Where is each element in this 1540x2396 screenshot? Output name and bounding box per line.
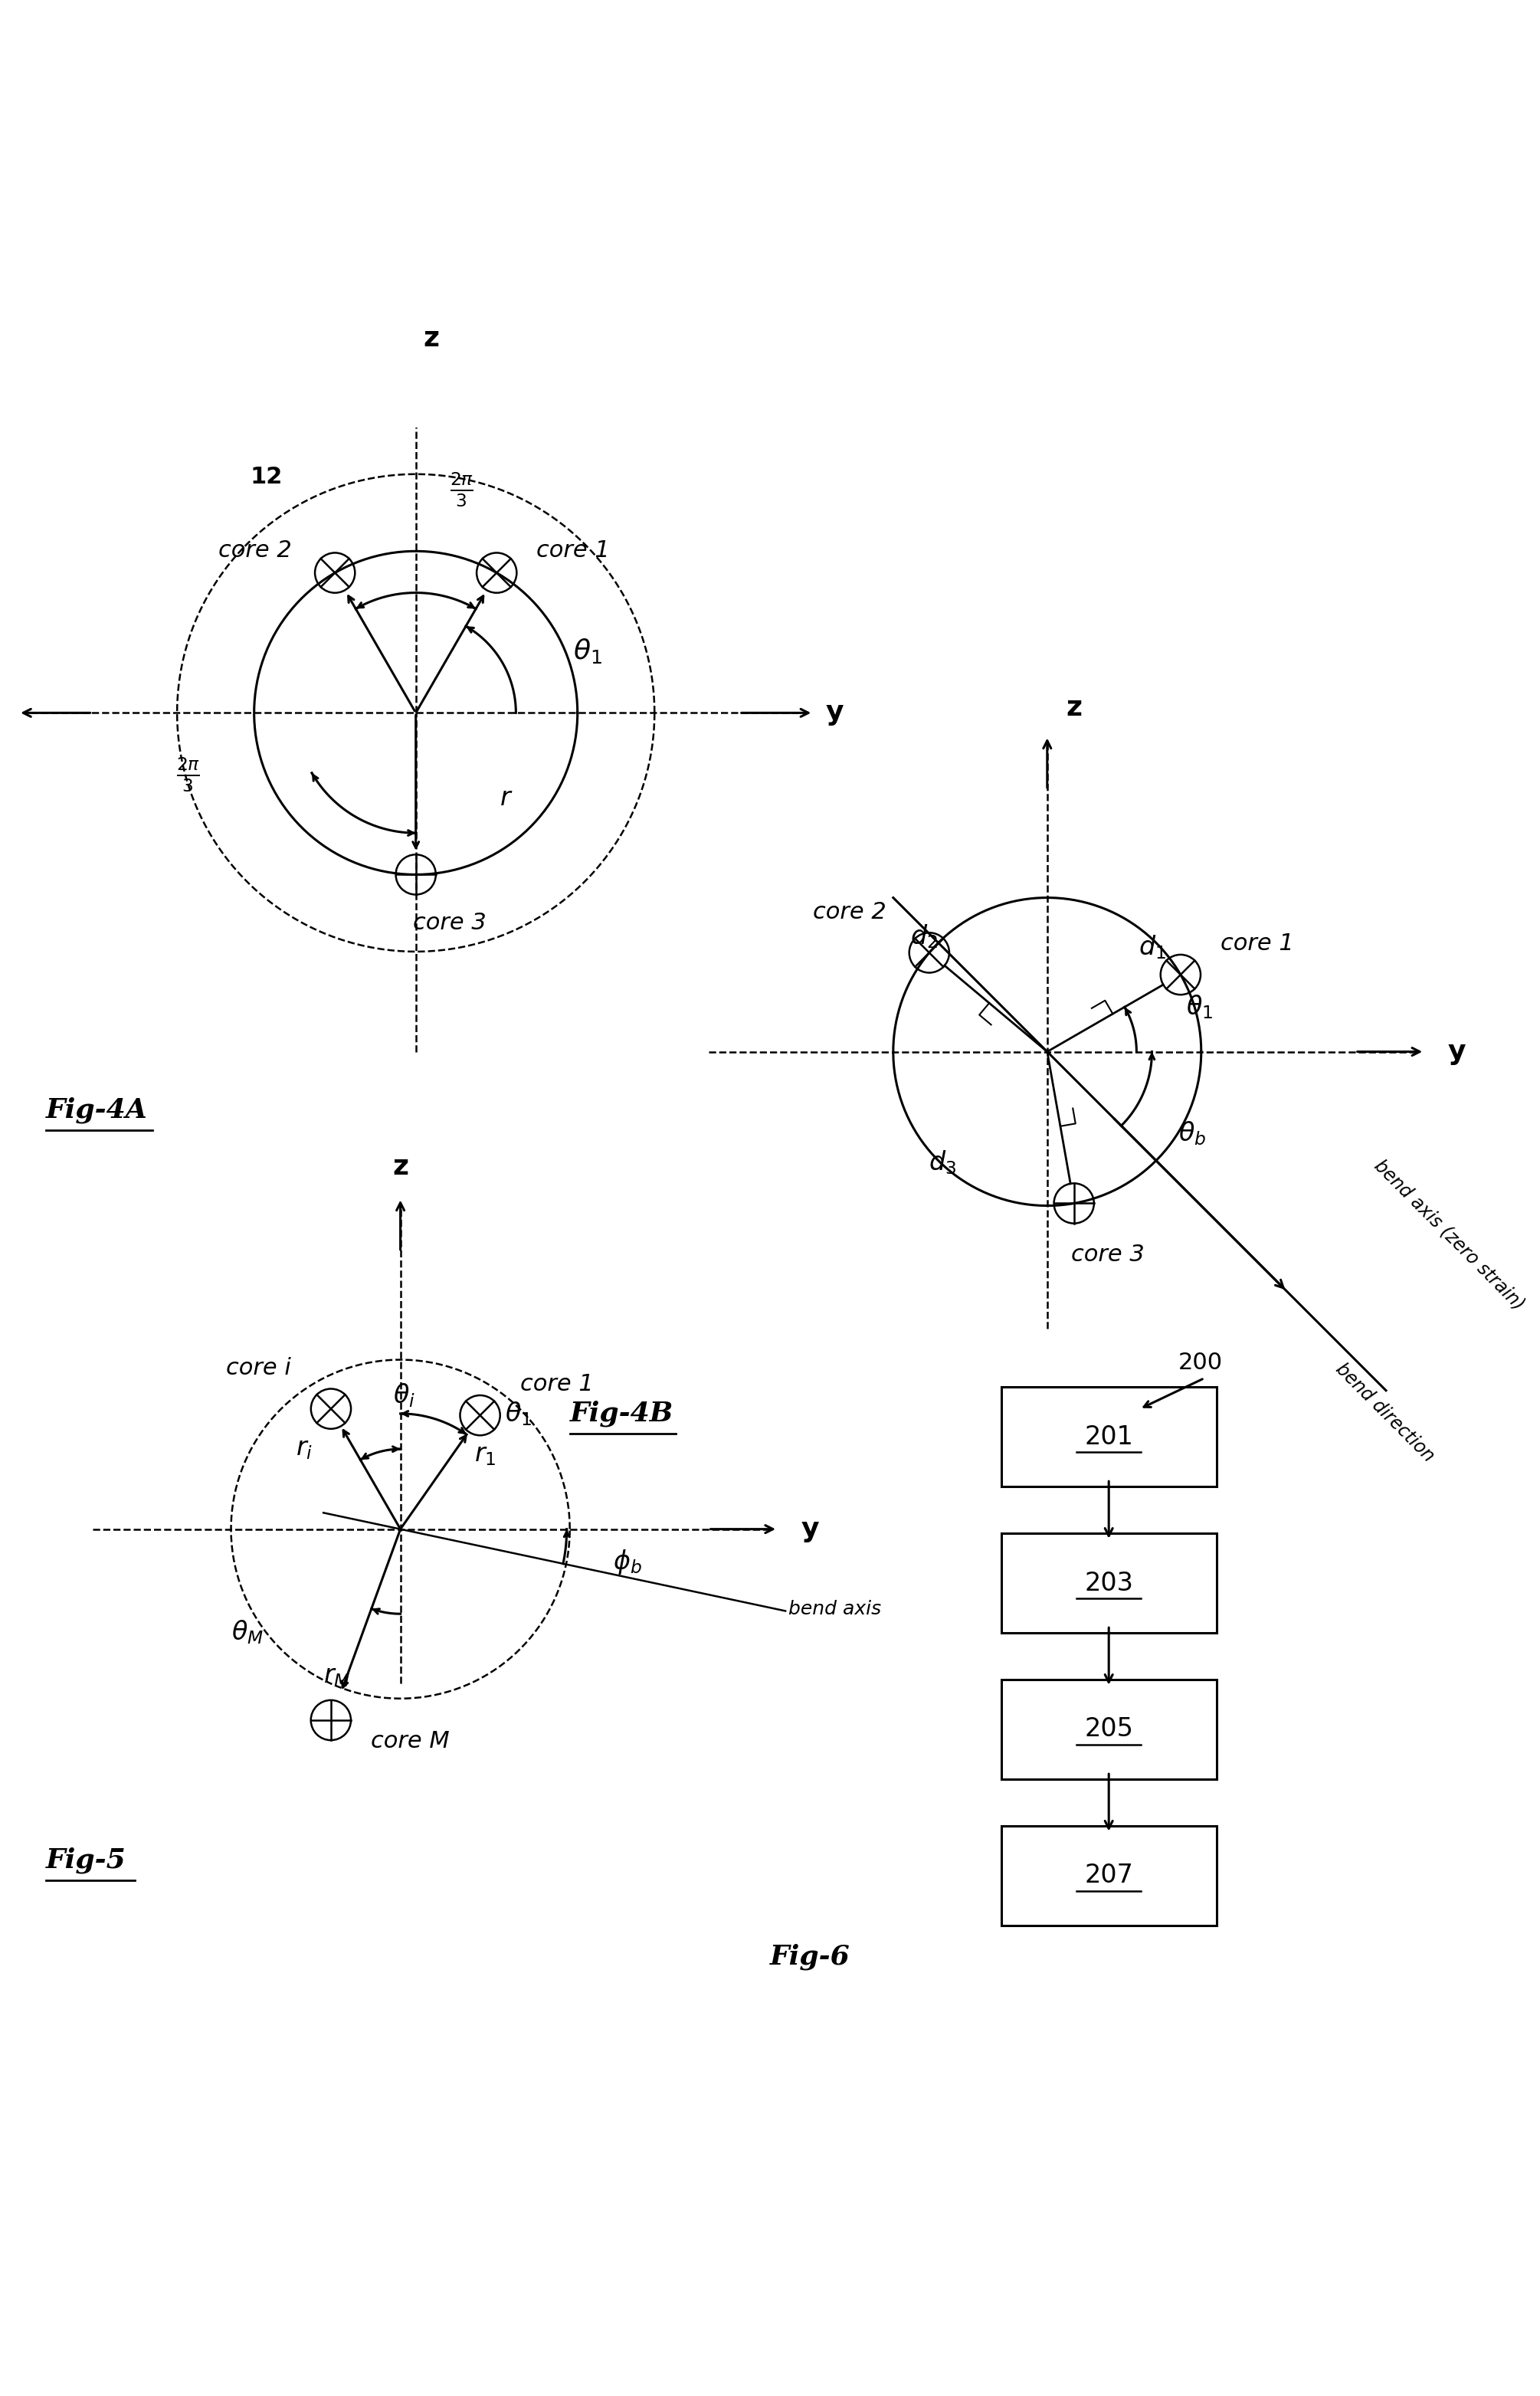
Text: $\theta_1$: $\theta_1$ [573, 637, 602, 666]
Text: y: y [801, 1517, 819, 1543]
Text: core 3: core 3 [413, 910, 487, 934]
Text: $d_2$: $d_2$ [910, 922, 938, 949]
Text: $r_1$: $r_1$ [474, 1442, 496, 1466]
Text: $\frac{2\pi}{3}$: $\frac{2\pi}{3}$ [450, 472, 474, 508]
Text: core i: core i [226, 1356, 291, 1380]
Text: Fig-4A: Fig-4A [46, 1097, 148, 1124]
Text: core M: core M [371, 1730, 450, 1751]
Text: $d_3$: $d_3$ [929, 1150, 956, 1176]
Text: $d_1$: $d_1$ [1138, 934, 1166, 961]
Text: z: z [1066, 695, 1081, 721]
Text: 203: 203 [1084, 1569, 1133, 1596]
Text: $\theta_1$: $\theta_1$ [1186, 994, 1212, 1021]
Text: z: z [393, 1155, 408, 1181]
Text: Fig-4B: Fig-4B [570, 1399, 673, 1428]
FancyBboxPatch shape [1001, 1387, 1217, 1488]
Text: $\phi_b$: $\phi_b$ [613, 1548, 642, 1577]
Text: y: y [825, 700, 844, 726]
Text: 205: 205 [1084, 1716, 1133, 1742]
Text: 200: 200 [1178, 1351, 1223, 1373]
Text: core 3: core 3 [1072, 1244, 1144, 1265]
Text: core 1: core 1 [537, 539, 610, 563]
FancyBboxPatch shape [1001, 1680, 1217, 1780]
Text: core 1: core 1 [521, 1373, 593, 1394]
Text: $r_M$: $r_M$ [323, 1663, 351, 1689]
Text: Fig-6: Fig-6 [770, 1943, 850, 1970]
Text: Fig-5: Fig-5 [46, 1847, 126, 1874]
Text: 12: 12 [251, 465, 283, 489]
Text: 207: 207 [1084, 1864, 1133, 1888]
Text: $\theta_1$: $\theta_1$ [505, 1399, 531, 1428]
Text: bend axis (zero strain): bend axis (zero strain) [1371, 1157, 1528, 1313]
Text: $\theta_M$: $\theta_M$ [231, 1620, 263, 1646]
FancyBboxPatch shape [1001, 1533, 1217, 1634]
Text: $\theta_i$: $\theta_i$ [393, 1382, 414, 1409]
Text: core 1: core 1 [1221, 932, 1294, 954]
Text: $\frac{2\pi}{3}$: $\frac{2\pi}{3}$ [176, 755, 200, 793]
Text: 201: 201 [1084, 1423, 1133, 1450]
FancyBboxPatch shape [1001, 1826, 1217, 1926]
Text: bend direction: bend direction [1332, 1359, 1438, 1466]
Text: r: r [500, 786, 510, 810]
Text: bend axis: bend axis [788, 1601, 881, 1617]
Text: $\theta_b$: $\theta_b$ [1178, 1119, 1206, 1148]
Text: core 2: core 2 [813, 901, 885, 922]
Text: y: y [1448, 1037, 1466, 1064]
Text: z: z [424, 326, 439, 352]
Text: core 2: core 2 [219, 539, 293, 563]
Text: $r_i$: $r_i$ [296, 1435, 313, 1462]
